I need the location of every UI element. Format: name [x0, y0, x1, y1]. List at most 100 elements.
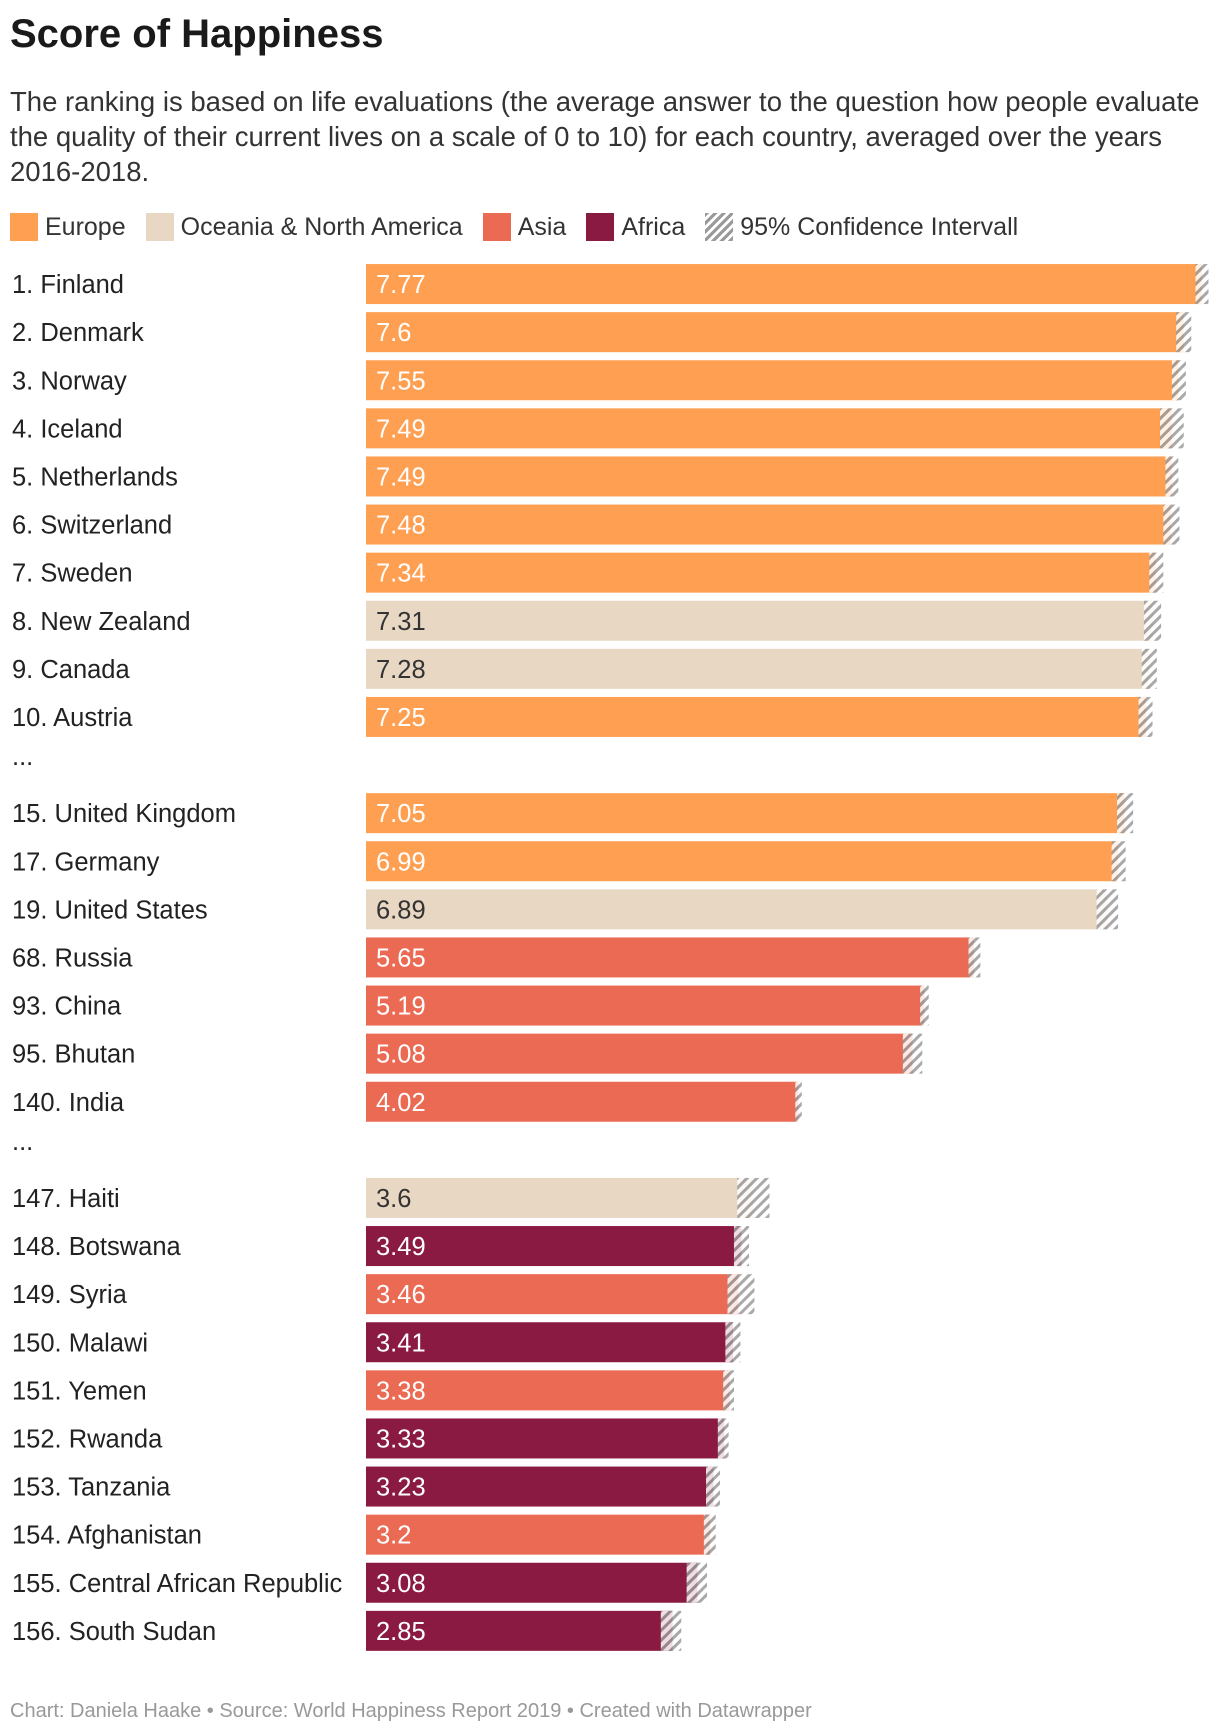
value-label-haiti: 3.6 [376, 1185, 411, 1213]
value-label-syria: 3.46 [376, 1281, 426, 1309]
legend-swatch-africa [586, 213, 615, 241]
bar-canada[interactable] [366, 648, 1150, 689]
bar-norway[interactable] [366, 360, 1179, 401]
bar-iceland[interactable] [366, 408, 1172, 449]
bar-rwanda[interactable] [366, 1418, 725, 1459]
legend-item-confidence-interval: 95% Confidence Intervall [705, 213, 1018, 242]
value-label-canada: 7.28 [376, 656, 426, 684]
row-label-central-african-republic: 155. Central African Republic [12, 1570, 343, 1598]
row-label-sweden: 7. Sweden [12, 560, 133, 588]
bar-germany[interactable] [366, 841, 1119, 882]
value-label-botswana: 3.49 [376, 1233, 426, 1261]
legend-label-africa: Africa [621, 212, 686, 241]
bar-finland[interactable] [366, 264, 1203, 305]
bar-syria[interactable] [366, 1274, 739, 1315]
value-label-bhutan: 5.08 [376, 1041, 426, 1069]
value-label-united-kingdom: 7.05 [376, 800, 426, 828]
legend-swatch-asia [482, 213, 511, 241]
bar-afghanistan[interactable] [366, 1514, 711, 1555]
value-label-sweden: 7.34 [376, 560, 426, 588]
row-label-iceland: 4. Iceland [12, 415, 123, 443]
bar-switzerland[interactable] [366, 504, 1171, 545]
bar-india[interactable] [366, 1081, 799, 1122]
legend-label-europe: Europe [45, 212, 126, 241]
bar-central-african-republic[interactable] [366, 1562, 698, 1603]
bar-new-zealand[interactable] [366, 600, 1153, 641]
value-label-denmark: 7.6 [376, 319, 411, 347]
row-label-bhutan: 95. Bhutan [12, 1041, 135, 1069]
row-gap-ellipsis: ... [12, 1128, 33, 1156]
ci-yemen [723, 1370, 734, 1411]
ci-norway [1171, 360, 1186, 401]
bar-malawi[interactable] [366, 1322, 733, 1363]
row-label-finland: 1. Finland [12, 271, 124, 299]
bar-haiti[interactable] [366, 1177, 754, 1218]
row-gap-ellipsis: ... [12, 743, 33, 771]
row-label-china: 93. China [12, 993, 122, 1021]
value-label-tanzania: 3.23 [376, 1474, 426, 1502]
row-label-south-sudan: 156. South Sudan [12, 1618, 216, 1646]
ci-china [920, 985, 929, 1026]
bar-bhutan[interactable] [366, 1033, 913, 1074]
ci-afghanistan [703, 1514, 716, 1555]
row-label-rwanda: 152. Rwanda [12, 1425, 163, 1453]
value-label-south-sudan: 2.85 [376, 1618, 426, 1646]
value-label-central-african-republic: 3.08 [376, 1570, 426, 1598]
value-label-new-zealand: 7.31 [376, 608, 426, 636]
bar-netherlands[interactable] [366, 456, 1172, 497]
bar-united-states[interactable] [366, 889, 1108, 930]
ci-united-kingdom [1117, 793, 1134, 834]
ci-switzerland [1163, 504, 1180, 545]
row-label-denmark: 2. Denmark [12, 319, 144, 347]
row-label-india: 140. India [12, 1089, 125, 1117]
legend: Europe Oceania & North America Asia Afri… [10, 212, 1038, 242]
bar-south-sudan[interactable] [366, 1610, 673, 1651]
row-label-new-zealand: 8. New Zealand [12, 608, 191, 636]
bar-yemen[interactable] [366, 1370, 730, 1411]
ci-germany [1111, 841, 1126, 882]
legend-item-oceania-north-america: Oceania & North America [145, 213, 463, 242]
value-label-rwanda: 3.33 [376, 1425, 426, 1453]
bar-tanzania[interactable] [366, 1466, 714, 1507]
legend-swatch-europe [10, 213, 38, 241]
row-label-haiti: 147. Haiti [12, 1185, 120, 1213]
legend-label-asia: Asia [517, 212, 567, 241]
row-label-botswana: 148. Botswana [12, 1233, 182, 1261]
value-label-russia: 5.65 [376, 944, 426, 972]
row-label-united-kingdom: 15. United Kingdom [12, 800, 236, 828]
bar-chart: 1. Finland 7.77 2. Denmark 7.6 3. Norway 7.55… [12, 264, 1209, 1651]
row-label-canada: 9. Canada [12, 656, 130, 684]
chart-subtitle: The ranking is based on life evaluations… [10, 86, 1200, 187]
ci-new-zealand [1143, 600, 1162, 641]
row-label-russia: 68. Russia [12, 944, 133, 972]
row-label-yemen: 151. Yemen [12, 1377, 147, 1405]
bar-united-kingdom[interactable] [366, 793, 1125, 834]
bar-china[interactable] [366, 985, 925, 1026]
chart-footer: Chart: Daniela Haake • Source: World Hap… [10, 1700, 812, 1722]
value-label-germany: 6.99 [376, 848, 426, 876]
row-label-norway: 3. Norway [12, 367, 127, 395]
value-label-norway: 7.55 [376, 367, 426, 395]
row-label-germany: 17. Germany [12, 848, 160, 876]
bar-botswana[interactable] [366, 1226, 742, 1267]
bar-sweden[interactable] [366, 552, 1156, 593]
ci-botswana [733, 1226, 750, 1267]
legend-swatch-oceania-north-america [145, 213, 174, 241]
ci-haiti [737, 1177, 770, 1218]
value-label-china: 5.19 [376, 993, 426, 1021]
legend-item-asia: Asia [482, 212, 567, 242]
value-label-austria: 7.25 [376, 704, 426, 732]
value-label-india: 4.02 [376, 1089, 426, 1117]
bar-denmark[interactable] [366, 312, 1184, 353]
bar-austria[interactable] [366, 696, 1147, 737]
ci-tanzania [706, 1466, 720, 1507]
value-label-malawi: 3.41 [376, 1329, 426, 1357]
legend-label-confidence-interval: 95% Confidence Intervall [740, 212, 1019, 241]
ci-rwanda [717, 1418, 729, 1459]
value-label-switzerland: 7.48 [376, 512, 426, 540]
ci-canada [1141, 648, 1157, 689]
bar-russia[interactable] [366, 937, 974, 978]
value-label-netherlands: 7.49 [376, 463, 426, 491]
ci-syria [727, 1274, 755, 1315]
ci-sweden [1149, 552, 1164, 593]
